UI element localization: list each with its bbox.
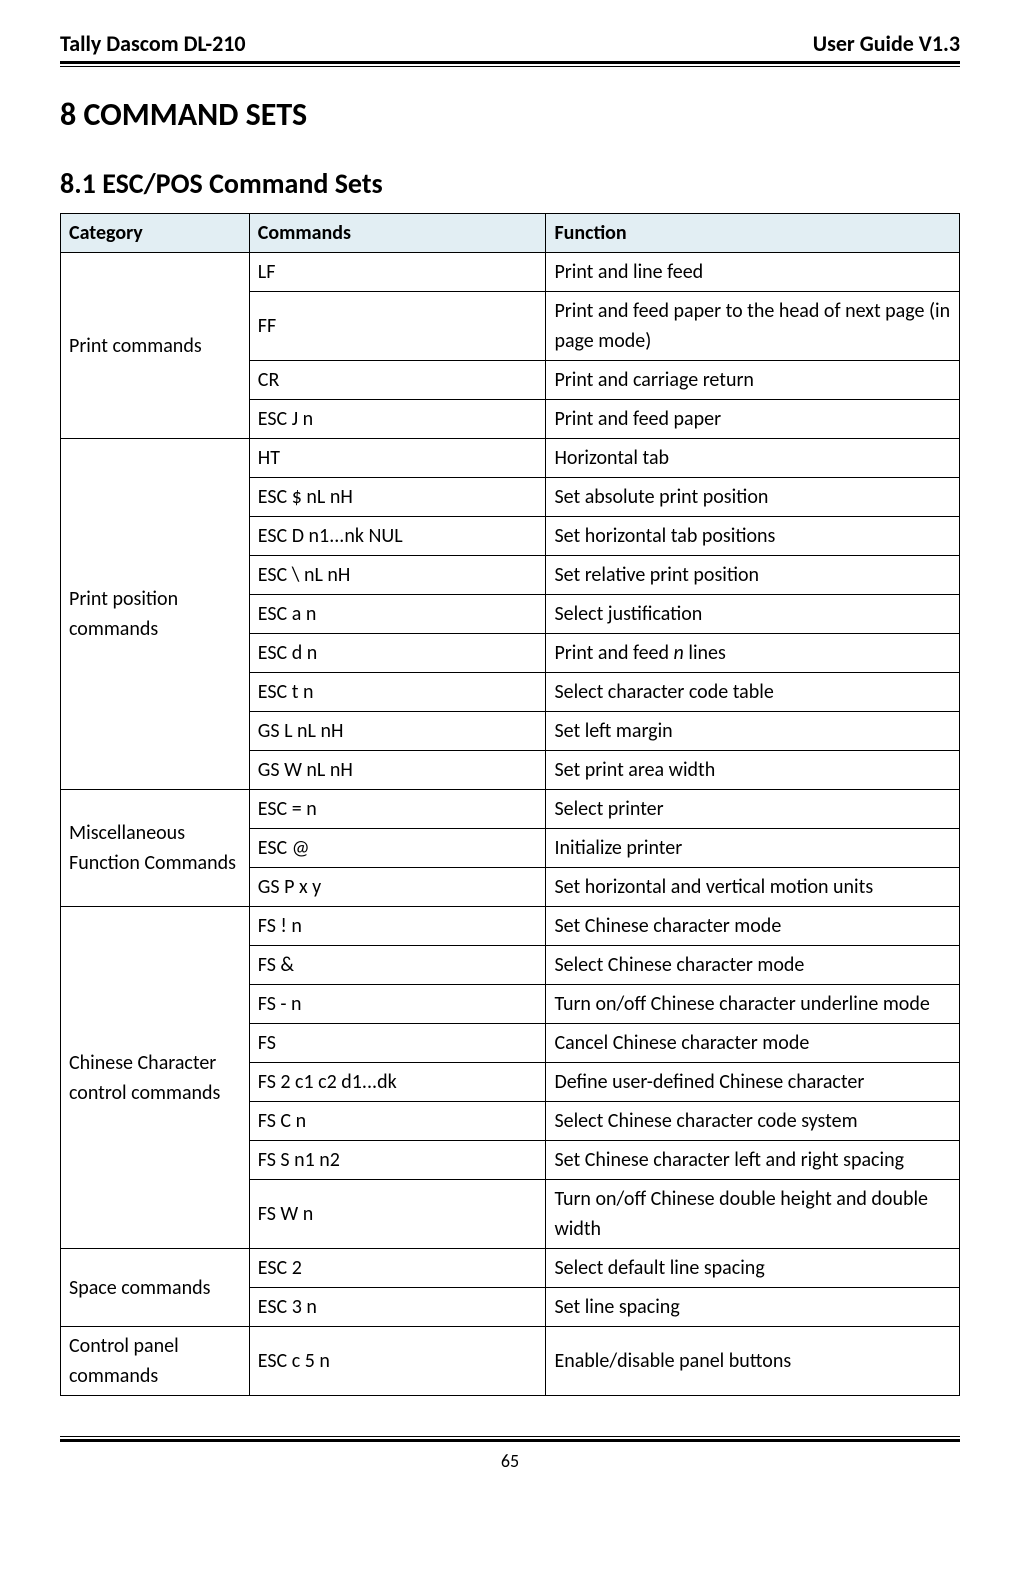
cell-command: ESC a n [249, 595, 546, 634]
cell-function: Print and feed paper to the head of next… [546, 292, 960, 361]
cell-function: Cancel Chinese character mode [546, 1024, 960, 1063]
cell-command: FS W n [249, 1180, 546, 1249]
cell-command: ESC 2 [249, 1249, 546, 1288]
cell-command: FS C n [249, 1102, 546, 1141]
cell-command: ESC D n1...nk NUL [249, 517, 546, 556]
cell-function: Print and carriage return [546, 361, 960, 400]
cell-command: FF [249, 292, 546, 361]
cell-function: Select printer [546, 790, 960, 829]
cell-function: Select Chinese character code system [546, 1102, 960, 1141]
cell-function: Initialize printer [546, 829, 960, 868]
cell-category: Print commands [61, 253, 250, 439]
cell-command: FS & [249, 946, 546, 985]
cell-function: Select character code table [546, 673, 960, 712]
cell-command: ESC d n [249, 634, 546, 673]
cell-command: LF [249, 253, 546, 292]
cell-function: Select default line spacing [546, 1249, 960, 1288]
cell-function: Set horizontal tab positions [546, 517, 960, 556]
cell-function: Set line spacing [546, 1288, 960, 1327]
cell-function: Set print area width [546, 751, 960, 790]
cell-function: Horizontal tab [546, 439, 960, 478]
cell-command: ESC J n [249, 400, 546, 439]
table-row: Control panel commandsESC c 5 nEnable/di… [61, 1327, 960, 1396]
command-table: Category Commands Function Print command… [60, 213, 960, 1396]
cell-command: ESC 3 n [249, 1288, 546, 1327]
cell-function: Set absolute print position [546, 478, 960, 517]
cell-command: GS L nL nH [249, 712, 546, 751]
footer-rule [60, 1436, 960, 1442]
cell-command: ESC @ [249, 829, 546, 868]
cell-function: Turn on/off Chinese character underline … [546, 985, 960, 1024]
header-left: Tally Dascom DL-210 [60, 30, 246, 57]
cell-command: FS ! n [249, 907, 546, 946]
cell-function: Print and feed paper [546, 400, 960, 439]
cell-function: Print and feed n lines [546, 634, 960, 673]
cell-category: Control panel commands [61, 1327, 250, 1396]
cell-command: ESC = n [249, 790, 546, 829]
cell-function: Set Chinese character left and right spa… [546, 1141, 960, 1180]
cell-function: Enable/disable panel buttons [546, 1327, 960, 1396]
cell-function: Select Chinese character mode [546, 946, 960, 985]
cell-function: Select justification [546, 595, 960, 634]
cell-command: GS W nL nH [249, 751, 546, 790]
col-function: Function [546, 214, 960, 253]
table-row: Chinese Character control commandsFS ! n… [61, 907, 960, 946]
cell-function: Turn on/off Chinese double height and do… [546, 1180, 960, 1249]
table-row: Miscellaneous Function CommandsESC = nSe… [61, 790, 960, 829]
cell-command: HT [249, 439, 546, 478]
cell-command: ESC t n [249, 673, 546, 712]
cell-function: Set relative print position [546, 556, 960, 595]
cell-command: FS S n1 n2 [249, 1141, 546, 1180]
cell-category: Miscellaneous Function Commands [61, 790, 250, 907]
table-row: Print commandsLFPrint and line feed [61, 253, 960, 292]
cell-command: FS - n [249, 985, 546, 1024]
col-category: Category [61, 214, 250, 253]
cell-category: Space commands [61, 1249, 250, 1327]
cell-command: ESC $ nL nH [249, 478, 546, 517]
table-row: Print position commandsHTHorizontal tab [61, 439, 960, 478]
cell-command: FS 2 c1 c2 d1...dk [249, 1063, 546, 1102]
cell-function: Define user-defined Chinese character [546, 1063, 960, 1102]
table-header-row: Category Commands Function [61, 214, 960, 253]
table-body: Print commandsLFPrint and line feedFFPri… [61, 253, 960, 1396]
cell-command: CR [249, 361, 546, 400]
cell-function: Set Chinese character mode [546, 907, 960, 946]
cell-command: ESC \ nL nH [249, 556, 546, 595]
header-right: User Guide V1.3 [813, 30, 960, 57]
cell-command: GS P x y [249, 868, 546, 907]
page-header: Tally Dascom DL-210 User Guide V1.3 [60, 30, 960, 61]
cell-function: Set left margin [546, 712, 960, 751]
page-number: 65 [60, 1450, 960, 1472]
cell-command: FS [249, 1024, 546, 1063]
header-rule [60, 61, 960, 67]
col-commands: Commands [249, 214, 546, 253]
cell-category: Print position commands [61, 439, 250, 790]
cell-category: Chinese Character control commands [61, 907, 250, 1249]
cell-function: Print and line feed [546, 253, 960, 292]
heading-2: 8.1 ESC/POS Command Sets [60, 166, 960, 201]
cell-command: ESC c 5 n [249, 1327, 546, 1396]
table-row: Space commandsESC 2Select default line s… [61, 1249, 960, 1288]
heading-1: 8 COMMAND SETS [60, 95, 960, 134]
cell-function: Set horizontal and vertical motion units [546, 868, 960, 907]
